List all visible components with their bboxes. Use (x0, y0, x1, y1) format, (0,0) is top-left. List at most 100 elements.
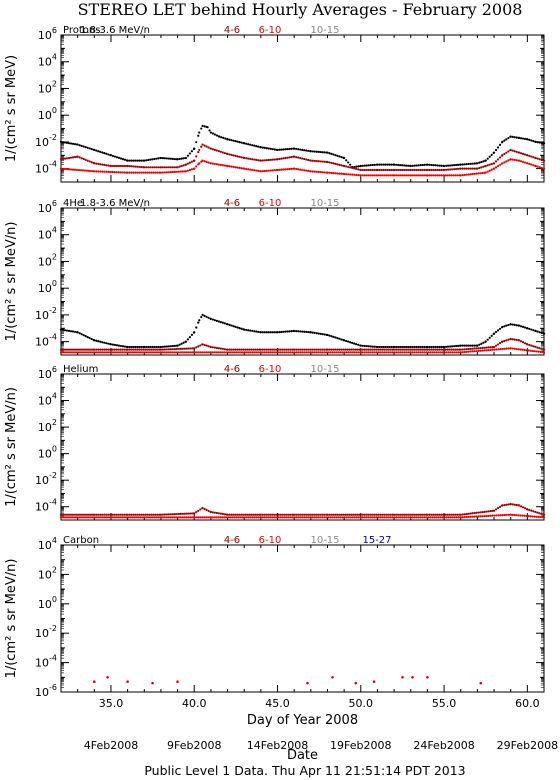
data-point (505, 339, 508, 342)
data-point (271, 513, 274, 516)
data-point (263, 351, 266, 354)
data-point (93, 351, 97, 354)
data-point (526, 343, 529, 346)
data-point (459, 348, 462, 351)
data-point (482, 341, 485, 344)
data-point (438, 174, 441, 177)
data-point (263, 146, 266, 149)
data-point (459, 174, 462, 177)
data-point (489, 348, 492, 352)
data-point (84, 335, 87, 338)
data-point (456, 167, 460, 170)
data-point (297, 156, 300, 159)
data-point (243, 328, 246, 331)
data-point (461, 167, 464, 170)
data-point (285, 348, 288, 351)
data-point (178, 343, 181, 346)
data-point (513, 136, 516, 139)
data-point (342, 348, 345, 351)
data-point (507, 150, 510, 153)
data-point (255, 351, 258, 354)
data-point (81, 516, 85, 519)
data-point (171, 166, 175, 169)
data-point (113, 155, 117, 158)
data-point (438, 164, 441, 167)
data-point (469, 350, 472, 353)
data-point (154, 513, 157, 516)
data-point (119, 516, 123, 519)
data-point (109, 348, 112, 351)
data-point (340, 172, 343, 175)
data-point (475, 515, 478, 518)
data-point (142, 348, 145, 351)
data-point (430, 174, 433, 177)
data-point (309, 170, 312, 173)
data-point (315, 513, 318, 516)
data-point (67, 168, 71, 171)
data-point (385, 174, 388, 177)
data-point (496, 146, 500, 149)
data-point (456, 348, 459, 351)
data-point (529, 349, 532, 352)
data-point (490, 153, 493, 156)
data-point (452, 168, 456, 171)
data-point (75, 168, 79, 172)
data-point (285, 513, 288, 516)
data-point (382, 345, 385, 349)
data-point (317, 160, 320, 163)
data-point (221, 347, 224, 351)
date-label: 19Feb2008 (330, 739, 391, 752)
data-point (482, 165, 485, 168)
data-point (189, 512, 193, 515)
data-point (282, 157, 285, 160)
data-point (488, 155, 491, 158)
data-point (336, 172, 339, 175)
data-point (423, 163, 426, 166)
data-point (330, 152, 333, 155)
data-point (406, 348, 410, 351)
data-point (213, 346, 216, 349)
data-point (197, 321, 200, 324)
data-point (534, 345, 537, 348)
data-point (469, 515, 472, 518)
data-point (243, 167, 246, 170)
data-point (276, 158, 279, 161)
data-point (230, 513, 233, 516)
data-point (432, 345, 435, 349)
data-point (365, 345, 368, 348)
data-point (143, 166, 146, 169)
data-point (107, 170, 110, 173)
data-point (234, 348, 237, 351)
data-point (175, 170, 179, 173)
data-point (376, 168, 379, 172)
data-point (404, 345, 408, 349)
data-point (404, 174, 408, 177)
data-point (111, 516, 115, 519)
data-point (169, 157, 173, 160)
data-point (117, 156, 121, 159)
data-point (163, 348, 167, 351)
data-point (459, 351, 462, 354)
data-point (123, 345, 127, 348)
data-point (465, 163, 468, 166)
data-point (331, 516, 334, 519)
data-point (315, 150, 318, 153)
data-point (78, 144, 81, 147)
data-point (509, 158, 512, 161)
data-point (309, 159, 312, 162)
data-point (492, 151, 496, 154)
data-point (269, 513, 272, 516)
data-point (536, 157, 539, 160)
data-point (249, 329, 252, 332)
data-point (397, 163, 400, 167)
data-point (481, 515, 484, 518)
data-point (59, 348, 63, 351)
data-point (323, 171, 326, 174)
data-point (71, 156, 75, 159)
data-point (188, 336, 192, 339)
data-point (481, 171, 484, 175)
data-point (189, 516, 193, 519)
data-point (494, 508, 498, 511)
data-point (121, 351, 125, 354)
y-tick-label: 104 (38, 536, 57, 552)
